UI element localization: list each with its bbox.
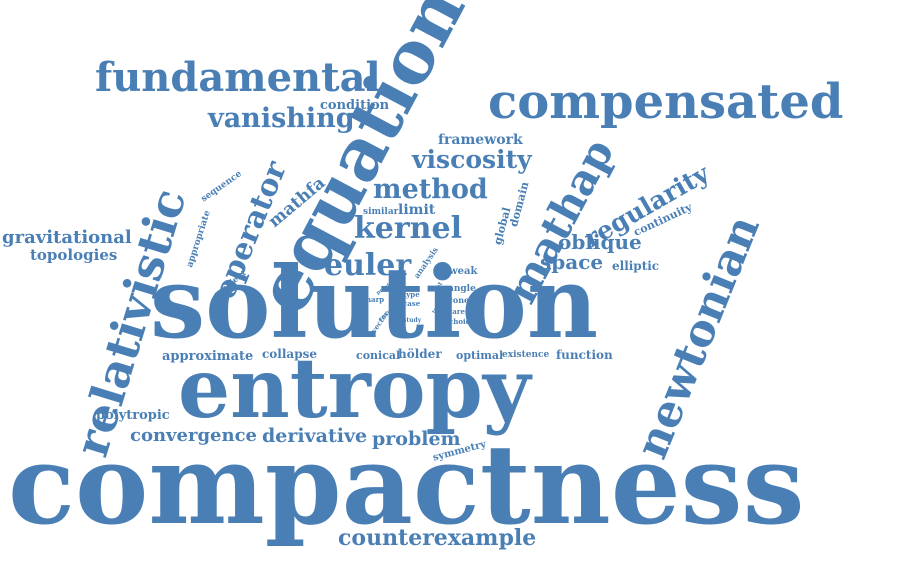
word-existence: existence [502,350,550,360]
word-approximate: approximate [162,349,254,364]
word-kernel: kernel [354,211,462,246]
word-viscosity: viscosity [412,145,532,174]
word-conical: conical [356,349,401,362]
word-polytropic: polytropic [96,408,170,423]
word-euler: euler [324,248,412,283]
word-weak: weak [449,266,478,277]
word-problem: problem [372,428,461,450]
word-method: method [373,174,488,205]
word-gravitational: gravitational [2,227,132,248]
word-elliptic: elliptic [612,259,660,273]
word-type: type [403,290,420,299]
word-choice: choice [449,317,475,326]
word-sequence: sequence [199,169,244,205]
word-global: global [491,205,514,247]
word-function: function [556,348,613,362]
word-optimal: optimal [456,349,504,362]
word-compactness: compactness [8,420,805,549]
word-establish: establish [326,294,336,335]
word-study: study [403,317,422,324]
word-collapse: collapse [262,347,317,361]
word-entropy: entropy [178,341,531,437]
word-sharp: sharp [362,295,385,304]
word-domain: domain [507,180,532,229]
word-counterexample: counterexample [338,525,537,551]
word-fundamental: fundamental [95,54,381,101]
word-compensated: compensated [488,74,844,130]
word-derivative: derivative [262,425,368,447]
word-topologies: topologies [30,246,118,264]
word-angle: angle [448,284,476,294]
word-limit: limit [398,202,436,218]
word-careful: careful [448,307,476,316]
word-condition: condition [320,98,390,113]
word-oblique: oblique [558,230,642,254]
word-holder: hölder [398,347,442,361]
word-convergence: convergence [130,425,257,446]
word-case: case [403,299,421,308]
word-cone: cone [448,295,470,305]
word-similar: similar [363,207,399,217]
word-framework: framework [438,132,523,148]
word-space: space [540,250,604,274]
word-solution: solution [150,246,599,361]
word-vanishing: vanishing [208,103,355,134]
